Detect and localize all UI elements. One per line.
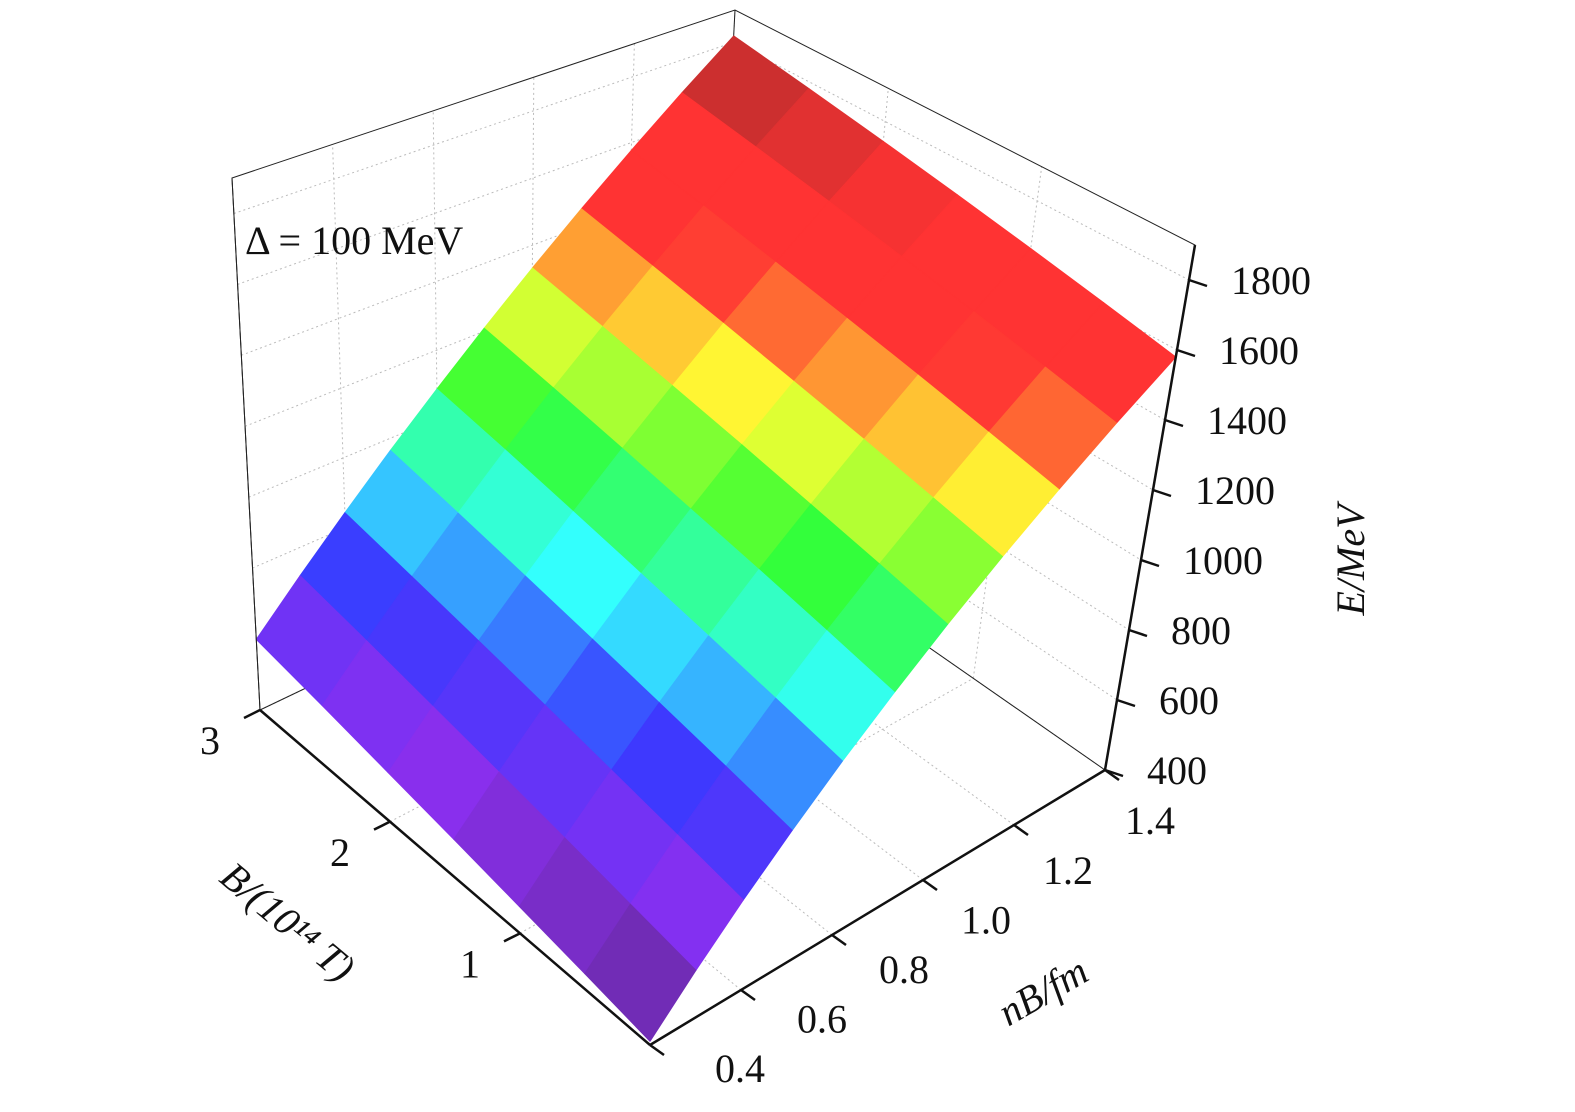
y-tick-label: 3 [200,718,220,763]
z-tick-label: 1400 [1207,398,1287,443]
x-tick [922,878,938,892]
surface-cell [584,903,697,1042]
x-tick [740,988,756,1002]
x-tick-label: 0.6 [797,997,847,1042]
z-tick [1104,768,1124,778]
annotation: Δ = 100 MeV [245,218,463,263]
grid-line [332,144,742,991]
x-axis-title: nB/fm [990,948,1095,1035]
z-tick-label: 400 [1147,748,1207,793]
surface [255,35,1177,1042]
x-tick-label: 0.8 [879,947,929,992]
z-tick [1140,558,1160,568]
x-tick-label: 1.0 [961,897,1011,942]
grid-line [244,235,1154,491]
x-tick [831,933,847,947]
x-axis [649,768,1106,1047]
y-tick [503,932,521,943]
x-tick [1013,823,1029,837]
z-tick-label: 1000 [1183,538,1263,583]
left-edge [231,177,261,711]
z-axis-title: E/MeV [1328,500,1373,617]
z-tick [1128,628,1148,638]
z-tick-label: 1800 [1231,258,1311,303]
grid-line [256,429,1118,701]
z-tick-label: 800 [1171,608,1231,653]
z-tick-label: 1200 [1195,468,1275,513]
axes-layer: 0.4 0.6 0.8 1.0 1.2 1.4 1 2 3 400 600 800 1000 1200 14… [200,177,1311,1091]
z-axis [1103,244,1197,771]
x-tick [649,1043,665,1057]
y-tick-label: 1 [460,942,480,987]
x-tick-label: 1.4 [1125,798,1175,843]
x-tick-label: 1.2 [1043,848,1093,893]
z-tick [1152,488,1172,498]
z-tick [1176,348,1196,358]
z-tick [1116,698,1136,708]
y-axis [259,709,651,1046]
y-tick [243,708,261,720]
y-tick-label: 2 [330,830,350,875]
z-tick-label: 1600 [1219,328,1299,373]
z-tick-label: 600 [1159,678,1219,723]
z-tick [1188,278,1208,288]
z-tick [1164,418,1184,428]
x-tick-label: 0.4 [715,1046,765,1091]
y-tick [373,820,391,831]
